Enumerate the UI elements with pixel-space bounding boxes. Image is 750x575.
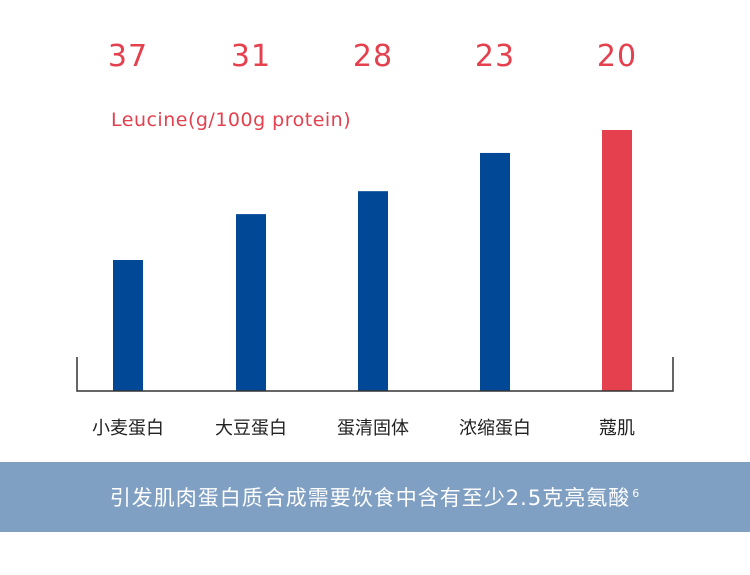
x-axis-line [76, 357, 674, 392]
footer-main-text: 引发肌肉蛋白质合成需要饮食中含有至少2.5克亮氨酸 [109, 486, 631, 510]
bar-5 [602, 130, 632, 391]
bar-1 [113, 260, 143, 391]
category-label-2: 大豆蛋白 [215, 418, 287, 439]
footer-band: 引发肌肉蛋白质合成需要饮食中含有至少2.5克亮氨酸 6 [0, 462, 750, 532]
unit-label: Leucine(g/100g protein) [111, 109, 351, 131]
bars [113, 130, 632, 391]
category-label-3: 蛋清固体 [337, 418, 409, 439]
footer-superscript: 6 [632, 487, 641, 500]
value-label-5: 20 [597, 39, 637, 74]
value-label-2: 31 [231, 39, 271, 74]
bar-2 [236, 214, 266, 391]
chart-area: Leucine(g/100g protein) 37 31 28 23 20 小麦蛋白 大… [76, 39, 674, 439]
category-label-5: 蔻肌 [599, 418, 635, 439]
value-label-4: 23 [475, 39, 515, 74]
value-label-3: 28 [353, 39, 393, 74]
category-label-4: 浓缩蛋白 [459, 418, 531, 439]
bar-4 [480, 152, 510, 391]
value-label-1: 37 [108, 39, 148, 74]
category-labels: 小麦蛋白 大豆蛋白 蛋清固体 浓缩蛋白 蔻肌 [92, 418, 635, 439]
value-labels: 37 31 28 23 20 [108, 39, 637, 74]
footer-text: 引发肌肉蛋白质合成需要饮食中含有至少2.5克亮氨酸 6 [110, 482, 640, 512]
bar-3 [358, 191, 388, 391]
category-label-1: 小麦蛋白 [92, 418, 164, 439]
bar-chart: Leucine(g/100g protein) 37 31 28 23 20 小麦蛋白 大… [76, 39, 674, 439]
